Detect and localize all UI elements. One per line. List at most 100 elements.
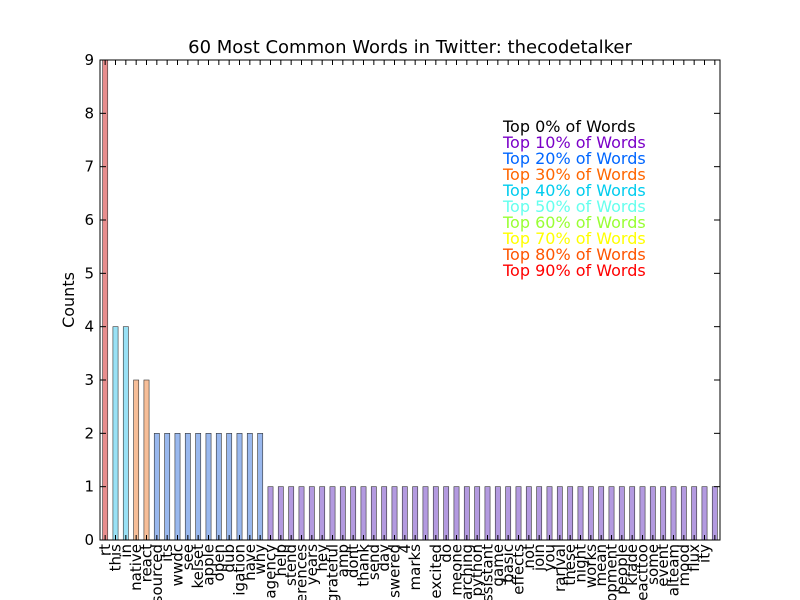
x-tick-label: opment [603, 544, 621, 600]
x-tick-label: flux [685, 544, 703, 572]
bar [267, 486, 274, 541]
x-tick-label: game [489, 544, 507, 587]
bar [133, 379, 140, 541]
bar [153, 433, 160, 541]
x-tick-label: event [654, 544, 672, 587]
bar [711, 486, 718, 541]
x-tick-label: python [468, 544, 486, 596]
x-tick-label: help [272, 544, 290, 576]
bar [195, 433, 202, 541]
bar [277, 486, 284, 541]
bar [463, 486, 470, 541]
x-tick-label: not [520, 544, 538, 569]
x-tick-label: kelset [189, 544, 207, 589]
bar [112, 326, 119, 541]
x-tick-label: igation [231, 544, 249, 596]
legend-entry: Top 90% of Words [502, 261, 646, 280]
bar [649, 486, 656, 541]
x-tick-label: arching [458, 544, 476, 600]
bar [453, 486, 460, 541]
bar [525, 486, 532, 541]
bars-group [102, 59, 718, 541]
bar [432, 486, 439, 541]
x-tick-label: years [303, 544, 321, 585]
bar [546, 486, 553, 541]
bar [691, 486, 698, 541]
y-tick-label: 9 [84, 51, 94, 69]
bar [680, 486, 687, 541]
x-axis: rtthisinnativereactsourceditswwdcseekels… [96, 60, 716, 600]
x-tick-label: in [117, 544, 135, 558]
bar [618, 486, 625, 541]
x-tick-label: ssistant [479, 544, 497, 600]
bar [629, 486, 636, 541]
legend-entry: Top 0% of Words [502, 117, 636, 136]
bar [577, 486, 584, 541]
x-tick-label: dub [220, 544, 238, 573]
bar [608, 486, 615, 541]
bar [381, 486, 388, 541]
bar [422, 486, 429, 541]
x-tick-label: effects [510, 544, 528, 595]
x-tick-label: mood [675, 544, 693, 587]
x-tick-label: wwdc [169, 544, 187, 586]
x-tick-label: open [210, 544, 228, 581]
bar [102, 59, 109, 541]
bar [174, 433, 181, 541]
x-tick-label: day [375, 544, 393, 572]
chart-title: 60 Most Common Words in Twitter: thecode… [188, 37, 632, 58]
x-tick-label: rarjval [551, 544, 569, 592]
y-axis-label: Counts [59, 272, 78, 328]
x-tick-label: alteam [665, 544, 683, 596]
bar [567, 486, 574, 541]
y-tick-label: 7 [84, 158, 94, 176]
x-tick-label: ity [696, 544, 714, 563]
x-tick-label: send [365, 544, 383, 580]
bar [670, 486, 677, 541]
x-tick-label: amp [334, 544, 352, 577]
bar [660, 486, 667, 541]
y-tick-label: 0 [84, 531, 94, 549]
bar [257, 433, 264, 541]
x-tick-label: agency [262, 544, 280, 599]
bar [391, 486, 398, 541]
legend-entry: Top 60% of Words [502, 213, 646, 232]
x-tick-label: basic [499, 544, 517, 583]
x-tick-label: why [251, 544, 269, 575]
y-tick-label: 5 [84, 264, 94, 282]
x-tick-label: kfade [623, 544, 641, 586]
bar [401, 486, 408, 541]
x-tick-label: these [561, 544, 579, 586]
bar [536, 486, 543, 541]
x-tick-label: meone [448, 544, 466, 596]
bar [639, 486, 646, 541]
bar [184, 433, 191, 541]
bar [329, 486, 336, 541]
x-tick-label: swered [386, 544, 404, 598]
x-tick-label: see [179, 544, 197, 570]
bar [339, 486, 346, 541]
legend-entry: Top 30% of Words [502, 165, 646, 184]
x-tick-label: rt [96, 544, 114, 556]
bar [164, 433, 171, 541]
y-tick-label: 8 [84, 104, 94, 122]
x-tick-label: react [138, 544, 156, 583]
x-tick-label: native [127, 544, 145, 591]
bar [205, 433, 212, 541]
bar [246, 433, 253, 541]
legend-entry: Top 20% of Words [502, 149, 646, 168]
bar [308, 486, 315, 541]
bar [494, 486, 501, 541]
bar [226, 433, 233, 541]
x-tick-label: apple [200, 544, 218, 586]
x-tick-label: 4 [396, 544, 414, 554]
bar [484, 486, 491, 541]
bar [556, 486, 563, 541]
bar [319, 486, 326, 541]
y-tick-label: 4 [84, 318, 94, 336]
legend-entry: Top 80% of Words [502, 245, 646, 264]
x-tick-label: eacttoo [634, 544, 652, 600]
bar [587, 486, 594, 541]
bar [412, 486, 419, 541]
